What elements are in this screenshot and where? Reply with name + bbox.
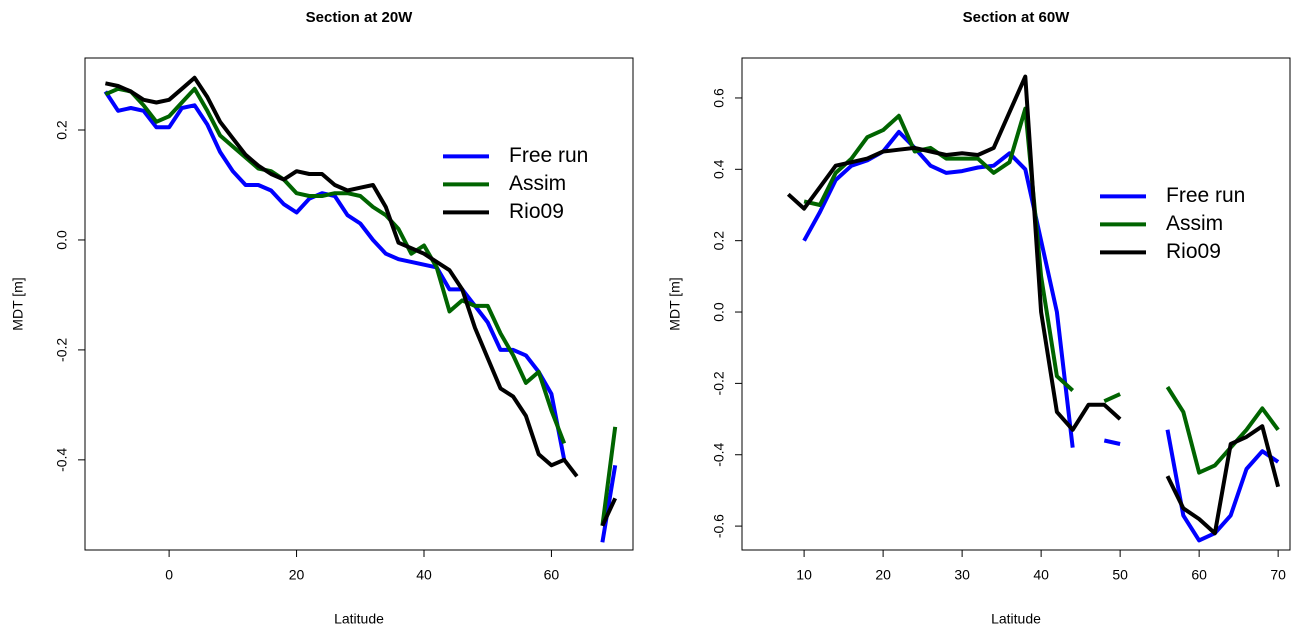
x-tick-label: 0 xyxy=(165,567,173,583)
y-tick-label: -0.2 xyxy=(54,338,70,362)
y-tick-label: 0.4 xyxy=(711,159,727,179)
y-tick-label: 0.0 xyxy=(711,302,727,322)
y-axis-label: MDT [m] xyxy=(667,277,683,330)
x-axis-label: Latitude xyxy=(334,611,384,627)
y-tick-label: 0.6 xyxy=(711,88,727,108)
x-axis-label: Latitude xyxy=(991,611,1041,627)
x-tick-label: 40 xyxy=(416,567,432,583)
legend-label: Rio09 xyxy=(1166,240,1221,263)
legend-label: Rio09 xyxy=(509,200,564,223)
plot-frame xyxy=(741,57,1291,551)
x-tick-label: 40 xyxy=(1033,567,1049,583)
legend-label: Assim xyxy=(1166,212,1223,235)
y-tick-label: -0.6 xyxy=(711,514,727,538)
legend-label: Free run xyxy=(1166,184,1245,207)
x-tick-label: 20 xyxy=(289,567,305,583)
plot-frame xyxy=(84,57,634,551)
chart-title: Section at 60W xyxy=(963,9,1071,26)
y-tick-label: -0.2 xyxy=(711,371,727,395)
x-tick-label: 50 xyxy=(1112,567,1128,583)
y-tick-label: 0.2 xyxy=(711,231,727,251)
legend-label: Free run xyxy=(509,144,588,167)
x-tick-label: 10 xyxy=(796,567,812,583)
x-tick-label: 60 xyxy=(544,567,560,583)
x-tick-label: 20 xyxy=(875,567,891,583)
series-line xyxy=(103,90,618,543)
series-line xyxy=(104,75,618,527)
chart-title: Section at 20W xyxy=(306,9,414,26)
y-tick-label: -0.4 xyxy=(54,448,70,472)
y-tick-label: 0.2 xyxy=(54,120,70,140)
series-line xyxy=(786,74,1281,536)
x-tick-label: 70 xyxy=(1270,567,1286,583)
series-line xyxy=(104,86,618,527)
legend-label: Assim xyxy=(509,172,566,195)
y-axis-label: MDT [m] xyxy=(10,277,26,330)
y-tick-label: -0.4 xyxy=(711,442,727,466)
series-line xyxy=(802,129,1280,543)
x-tick-label: 60 xyxy=(1191,567,1207,583)
y-tick-label: 0.0 xyxy=(54,230,70,250)
x-tick-label: 30 xyxy=(954,567,970,583)
